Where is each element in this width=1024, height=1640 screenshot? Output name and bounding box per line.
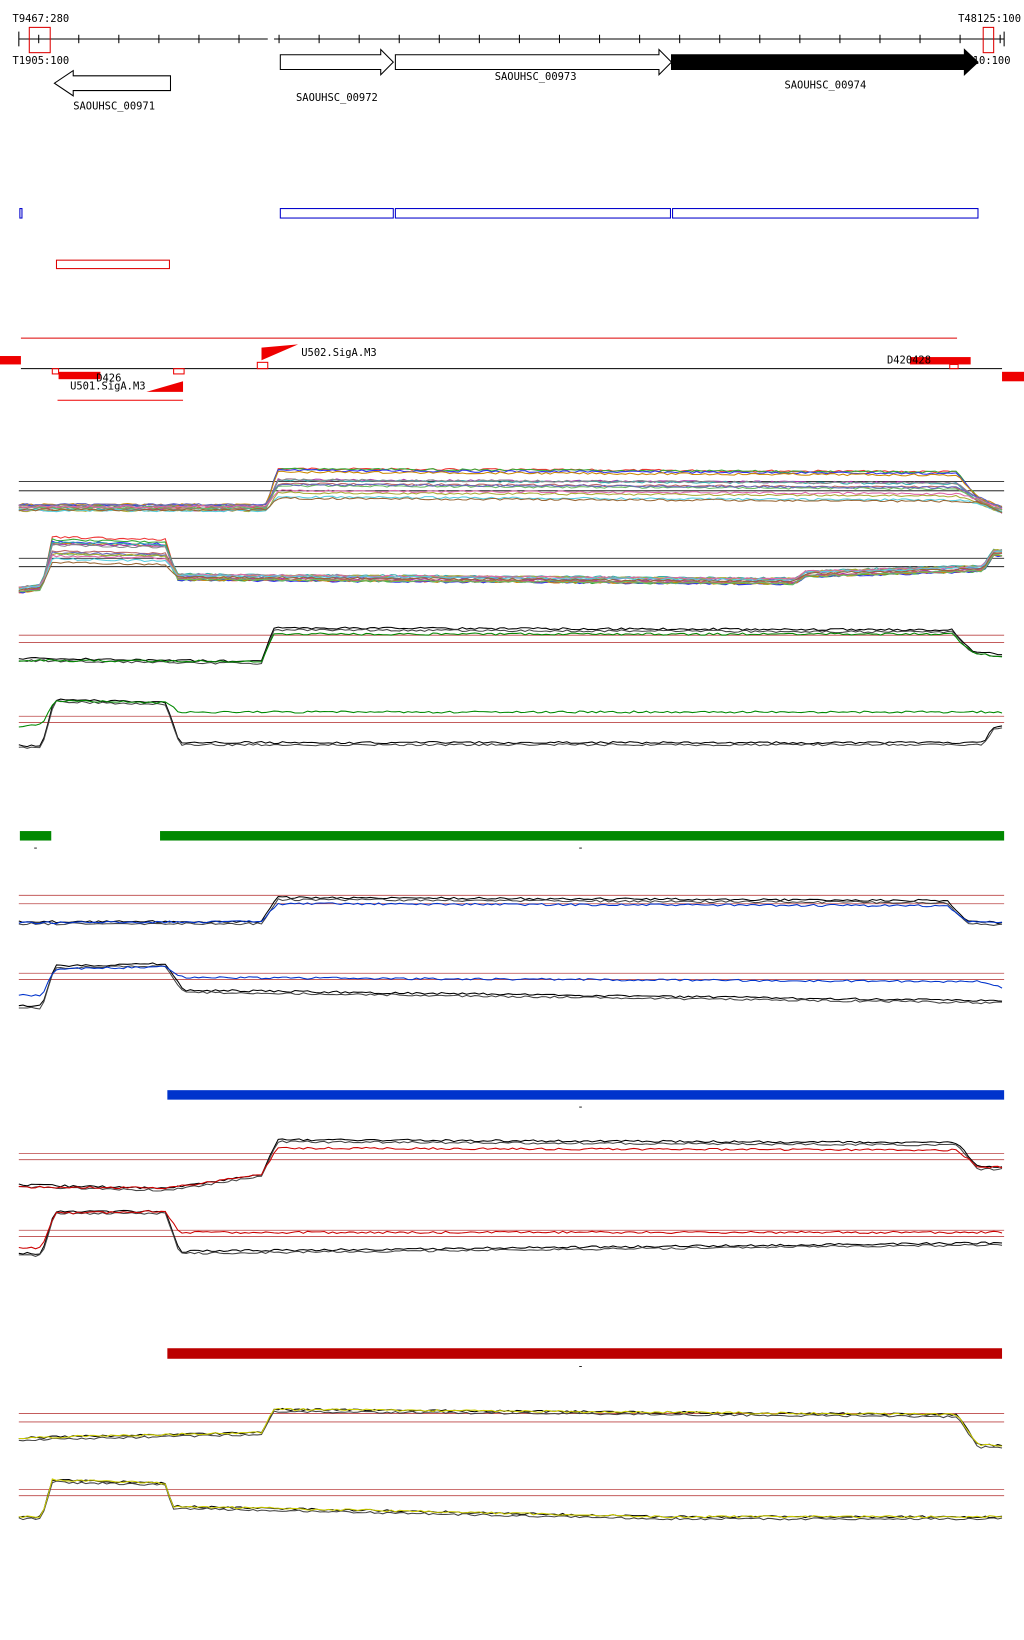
expression-line bbox=[18, 496, 1003, 514]
gene-label: SAOUHSC_00971 bbox=[73, 101, 155, 113]
ruler-label: T1905:100 bbox=[13, 55, 70, 67]
feature-label: U502.SigA.M3 bbox=[301, 347, 376, 359]
expression-line bbox=[18, 1210, 1003, 1250]
expression-line bbox=[18, 1479, 1003, 1519]
expression-line bbox=[18, 898, 1003, 926]
feature-box bbox=[51, 368, 60, 375]
cds-boxes bbox=[19, 208, 979, 219]
region-bar bbox=[167, 1090, 1005, 1100]
expression-line bbox=[18, 543, 1003, 592]
terminator-mark bbox=[146, 381, 184, 392]
expression-line bbox=[18, 489, 1003, 510]
ruler-label: D10:100 bbox=[966, 55, 1010, 67]
feature-box bbox=[173, 368, 185, 375]
expression-line bbox=[18, 483, 1003, 509]
expression-line bbox=[18, 1209, 1003, 1255]
feature-box bbox=[256, 361, 269, 370]
region-bar bbox=[19, 831, 52, 841]
expression-line bbox=[18, 1211, 1003, 1257]
ruler-label: T9467:280 bbox=[13, 13, 70, 25]
expression-line bbox=[18, 1146, 1003, 1190]
expression-line bbox=[18, 552, 1003, 593]
expression-line bbox=[18, 962, 1003, 1007]
expression-line bbox=[18, 552, 1003, 591]
expression-line bbox=[18, 491, 1003, 513]
gene-arrow bbox=[279, 48, 395, 77]
feature-label: D420428 bbox=[887, 354, 931, 366]
gene-arrow bbox=[670, 48, 979, 76]
expression-line bbox=[18, 470, 1003, 507]
expression-tracks bbox=[18, 467, 1005, 1521]
gene-label: SAOUHSC_00974 bbox=[784, 79, 866, 91]
expression-line bbox=[18, 902, 1003, 925]
ruler bbox=[18, 31, 1005, 47]
expression-line bbox=[18, 698, 1003, 748]
expression-line bbox=[18, 1407, 1003, 1447]
gene-label: SAOUHSC_00972 bbox=[296, 92, 378, 104]
expression-line bbox=[18, 626, 1003, 663]
expression-line bbox=[18, 632, 1003, 663]
expression-line bbox=[18, 1138, 1003, 1190]
region-bar bbox=[160, 831, 1005, 841]
expression-line bbox=[18, 896, 1003, 925]
gene-arrow bbox=[53, 69, 172, 97]
expression-line bbox=[18, 628, 1003, 665]
expression-line bbox=[18, 1480, 1003, 1521]
gene-label: SAOUHSC_00973 bbox=[495, 71, 577, 83]
expression-line bbox=[18, 469, 1003, 508]
track-mark: - bbox=[32, 842, 38, 854]
feature-box bbox=[949, 363, 959, 370]
expression-line bbox=[18, 1140, 1003, 1192]
expression-line bbox=[18, 550, 1003, 590]
track-mark: - bbox=[577, 1101, 583, 1113]
expression-line bbox=[18, 1478, 1003, 1519]
expression-line bbox=[18, 482, 1003, 511]
expression-line bbox=[18, 1410, 1003, 1449]
marker-box bbox=[28, 26, 51, 54]
feature-block bbox=[1002, 371, 1024, 382]
expression-line bbox=[18, 700, 1003, 749]
feature-block bbox=[0, 356, 21, 365]
region-bar bbox=[167, 1348, 1003, 1359]
ruler-ticks bbox=[38, 34, 1001, 44]
ruler-label: T48125:100 bbox=[958, 13, 1021, 25]
promoter-mark bbox=[261, 344, 299, 361]
expression-line bbox=[18, 965, 1003, 997]
feature-box bbox=[55, 259, 170, 270]
track-mark: - bbox=[577, 842, 583, 854]
track-mark: - bbox=[577, 1360, 583, 1372]
expression-line bbox=[18, 699, 1003, 728]
marker-box bbox=[982, 26, 995, 54]
gene-arrow bbox=[394, 48, 673, 77]
expression-line bbox=[18, 965, 1003, 1010]
feature-label: U501.SigA.M3 bbox=[70, 381, 145, 393]
expression-line bbox=[18, 549, 1003, 593]
feature-block bbox=[58, 371, 101, 380]
expression-line bbox=[18, 495, 1003, 513]
feature-label: D426 bbox=[96, 372, 121, 384]
feature-block bbox=[909, 357, 971, 365]
